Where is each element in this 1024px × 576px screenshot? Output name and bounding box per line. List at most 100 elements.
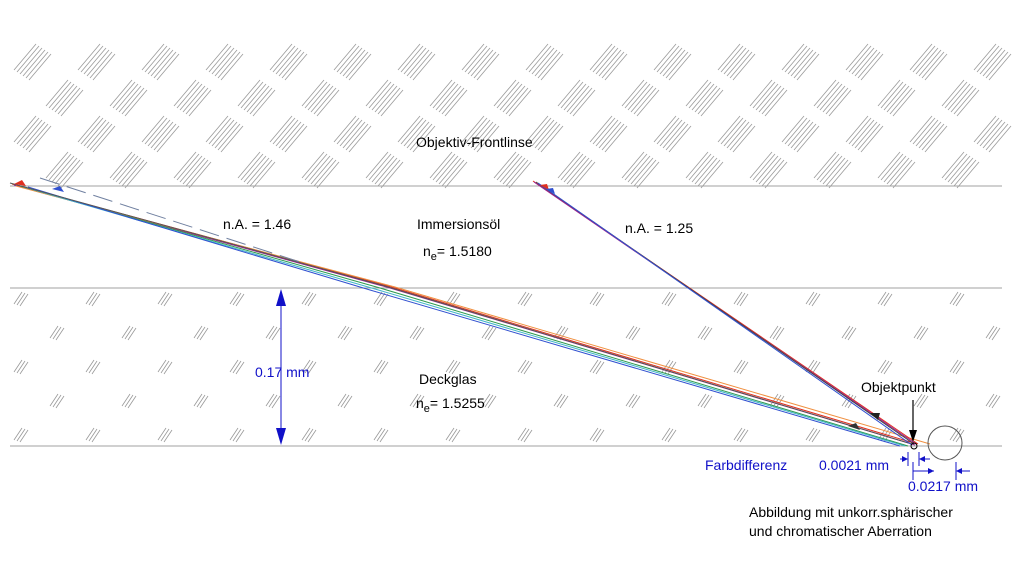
hatch-mark [173,151,212,189]
hatch-mark [373,359,389,375]
hatch-mark [229,291,245,307]
hatch-mark [717,115,756,153]
hatch-mark [337,325,353,341]
spherical-dimension [912,462,970,480]
hatch-mark [697,325,713,341]
hatch-mark [589,427,605,443]
oil-index-sub: e [430,251,437,263]
hatch-mark [877,79,916,117]
object-point-label: Objektpunkt [861,379,936,395]
hatch-mark [941,79,980,117]
hatch-mark [557,151,596,189]
ray-green [19,185,909,447]
glass-index-value: = 1.5255 [429,395,485,411]
color-difference-label: Farbdifferenz [705,457,788,473]
hatch-mark [781,43,820,81]
hatch-mark [517,291,533,307]
hatch-mark [557,79,596,117]
hatch-mark [481,325,497,341]
hatch-mark [845,43,884,81]
ray-arrow-blue [52,186,64,192]
hatch-mark [205,43,244,81]
hatch-mark [913,325,929,341]
hatch-mark [193,393,209,409]
hatch-mark [769,325,785,341]
hatch-mark [589,359,605,375]
hatch-mark [717,43,756,81]
object-point-dot [910,442,918,450]
hatch-mark [697,393,713,409]
hatch-mark [805,427,821,443]
coverglass-hatch [13,291,1001,443]
hatch-mark [493,79,532,117]
object-point-arrow [909,430,917,442]
hatch-mark [13,359,29,375]
hatch-mark [141,43,180,81]
hatch-mark [45,79,84,117]
hatch-mark [365,151,404,189]
hatch-mark [13,291,29,307]
hatch-mark [749,151,788,189]
ray-arrow-dark [848,423,860,430]
caption-line-1: Abbildung mit unkorr.sphärischer [749,504,953,520]
hatch-mark [973,115,1012,153]
hatch-mark [373,427,389,443]
hatch-mark [805,291,821,307]
hatch-mark [625,393,641,409]
hatch-mark [141,115,180,153]
hatch-mark [461,43,500,81]
hatch-mark [733,359,749,375]
hatch-mark [229,359,245,375]
hatch-mark [553,393,569,409]
hatch-mark [429,79,468,117]
hatch-mark [909,43,948,81]
hatch-mark [877,151,916,189]
hatch-mark [301,427,317,443]
hatch-mark [333,115,372,153]
hatch-mark [841,325,857,341]
hatch-mark [85,427,101,443]
hatch-mark [621,79,660,117]
na-right-label: n.A. = 1.25 [625,220,694,236]
hatch-mark [337,393,353,409]
hatch-mark [653,43,692,81]
hatch-mark [445,427,461,443]
frontlens-label: Objektiv-Frontlinse [416,134,533,150]
hatch-mark [429,151,468,189]
immersion-oil-label: Immersionsöl [417,216,501,232]
hatch-mark [877,291,893,307]
hatch-mark [909,115,948,153]
object-point-marker [909,400,963,461]
hatch-mark [913,393,929,409]
hatch-mark [265,325,281,341]
ray-dark [9,182,913,445]
color-difference-value: 0.0021 mm [819,457,890,473]
hatch-mark [941,151,980,189]
hatch-mark [985,325,1001,341]
hatch-mark [493,151,532,189]
oil-index-value: = 1.5180 [436,243,492,259]
thickness-dimension [276,289,286,445]
hatch-mark [397,43,436,81]
hatch-mark [13,427,29,443]
color-difference-dimension [900,452,930,466]
hatch-mark [653,115,692,153]
hatch-mark [749,79,788,117]
hatch-mark [661,291,677,307]
oil-index-n: n [423,243,431,259]
hatch-mark [229,427,245,443]
hatch-mark [49,325,65,341]
hatch-mark [157,291,173,307]
ray-right-arrow-dark [870,413,880,420]
hatch-mark [157,359,173,375]
hatch-mark [365,79,404,117]
hatch-mark [85,359,101,375]
frontlens-hatch [13,43,1012,189]
oil-refractive-index: ne= 1.5180 [423,243,492,263]
hatch-mark [625,325,641,341]
hatch-mark [301,79,340,117]
hatch-mark [733,291,749,307]
thickness-arrow-top [276,289,286,306]
hatch-mark [781,115,820,153]
